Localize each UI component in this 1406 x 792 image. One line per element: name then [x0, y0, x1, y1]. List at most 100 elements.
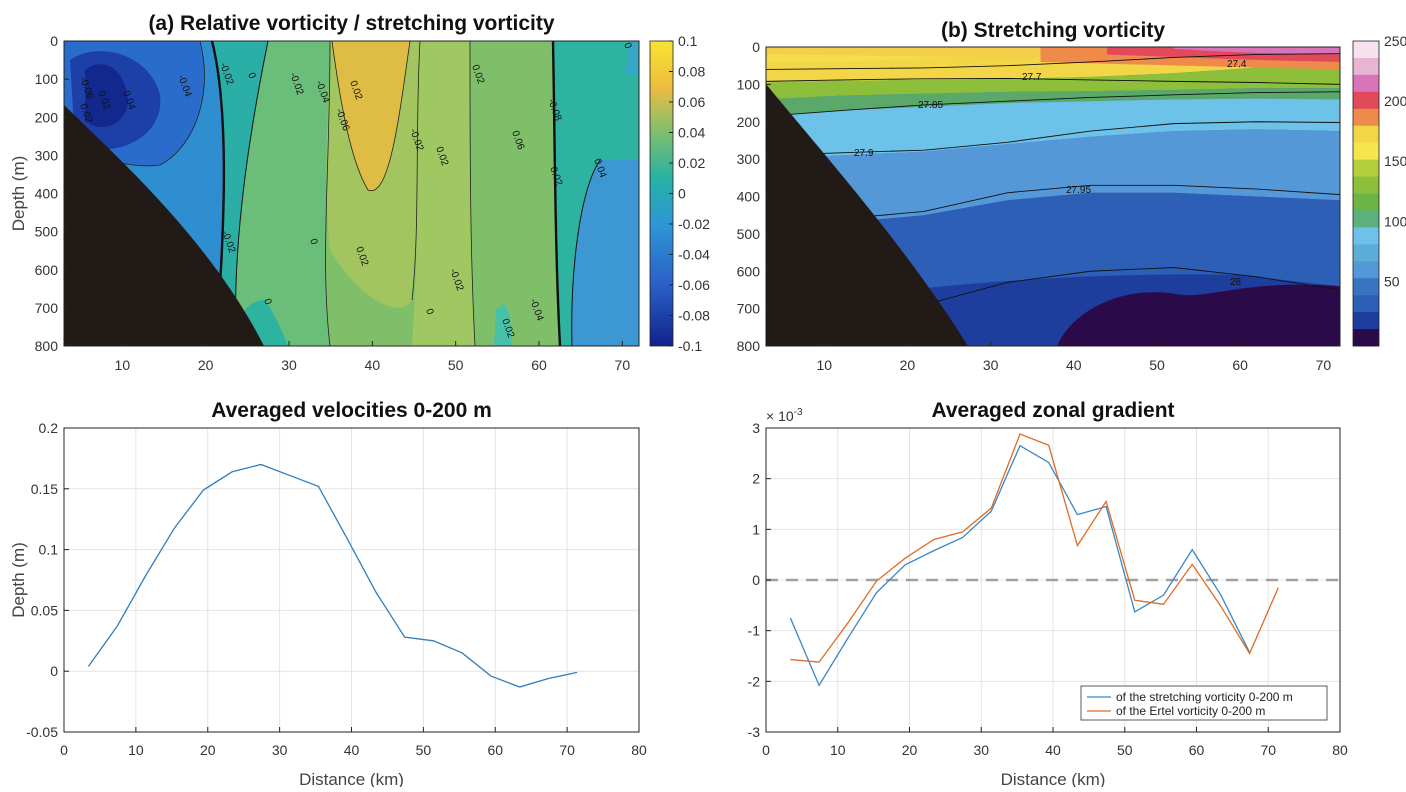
chart-title: (a) Relative vorticity / stretching vort… — [148, 12, 554, 35]
colorbar-segment — [1353, 57, 1379, 76]
y-scale-exponent: -3 — [794, 407, 803, 418]
y-tick-label: 300 — [737, 151, 761, 167]
panel-b: (b) Stretching vorticity 27.4 27.7 27.85 27.… — [737, 19, 1406, 373]
x-tick-label: 20 — [902, 742, 918, 758]
y-tick-label: 0 — [50, 663, 58, 679]
colorbar-segment — [1353, 108, 1379, 127]
colorbar-segment — [1353, 176, 1379, 194]
y-tick-label: -2 — [748, 673, 761, 689]
bathymetry — [64, 105, 264, 346]
x-tick-label: 10 — [115, 357, 131, 373]
bathymetry — [766, 84, 968, 346]
colorbar-segment — [1353, 91, 1379, 110]
colorbar-tick-label: -0.04 — [678, 247, 710, 263]
x-tick-label: 80 — [1332, 742, 1348, 758]
x-tick-label: 60 — [1189, 742, 1205, 758]
contour-band — [332, 41, 410, 191]
colorbar-segment — [1353, 329, 1379, 347]
x-tick-label: 50 — [416, 742, 432, 758]
x-tick-label: 20 — [900, 357, 916, 373]
x-tick-label: 30 — [983, 357, 999, 373]
colorbar-segment — [1353, 278, 1379, 296]
y-tick-label: 0 — [752, 572, 760, 588]
colorbar-tick-label: 250 — [1384, 33, 1406, 49]
colorbar-segment — [1353, 41, 1379, 59]
contour-band — [766, 129, 1340, 227]
colorbar-tick-label: 100 — [1384, 213, 1406, 229]
contour-line — [325, 41, 331, 346]
contour-label: 0 — [621, 41, 633, 50]
chart-title: (b) Stretching vorticity — [941, 19, 1165, 42]
colorbar-tick-label: 0 — [678, 186, 686, 202]
x-tick-label: 50 — [1149, 357, 1165, 373]
colorbar-tick-label: -0.06 — [678, 277, 710, 293]
colorbar-tick-label: 0.06 — [678, 94, 705, 110]
isopycnal-line — [766, 53, 1340, 70]
colorbar-tick-label: -0.08 — [678, 308, 710, 324]
y-tick-label: 400 — [737, 189, 761, 205]
colorbar-segment — [1353, 142, 1379, 161]
colorbar-segment — [1353, 312, 1379, 330]
x-axis-label: Distance (km) — [1001, 770, 1106, 787]
contour-line — [411, 41, 421, 301]
y-tick-label: 200 — [35, 109, 59, 125]
chart-title: Averaged zonal gradient — [931, 399, 1174, 422]
contour-band — [212, 41, 268, 346]
y-tick-label: 500 — [737, 226, 761, 242]
legend-entry: of the Ertel vorticity 0-200 m — [1116, 704, 1265, 718]
isopycnal-label: 28 — [1230, 277, 1242, 288]
x-tick-label: 30 — [272, 742, 288, 758]
x-tick-label: 60 — [1232, 357, 1248, 373]
y-tick-label: 0.05 — [31, 602, 58, 618]
contour-label: 0 — [307, 237, 319, 246]
contour-band — [571, 160, 639, 346]
x-tick-label: 40 — [344, 742, 360, 758]
contour-band — [412, 41, 475, 346]
contour-line — [469, 41, 476, 346]
y-tick-label: 100 — [737, 76, 761, 92]
contour-line — [571, 159, 601, 346]
contour-band — [494, 304, 512, 346]
x-tick-label: 30 — [973, 742, 989, 758]
x-tick-label: 80 — [631, 742, 647, 758]
colorbar-tick-label: 150 — [1384, 153, 1406, 169]
colorbar-tick-label: 0.1 — [678, 33, 698, 49]
colorbar-segment — [1353, 193, 1379, 211]
x-tick-label: 70 — [1260, 742, 1276, 758]
colorbar-tick-label: 0.02 — [678, 155, 705, 171]
y-tick-label: 200 — [737, 114, 761, 130]
colorbar-tick-label: 200 — [1384, 93, 1406, 109]
x-tick-label: 70 — [1316, 357, 1332, 373]
colorbar-segment — [1353, 159, 1379, 178]
isopycnal-line — [766, 121, 1340, 156]
panel-a: (a) Relative vorticity / stretching vort… — [9, 12, 710, 373]
y-tick-label: 500 — [35, 224, 59, 240]
x-tick-label: 0 — [762, 742, 770, 758]
x-tick-label: 50 — [1117, 742, 1133, 758]
y-tick-label: 2 — [752, 471, 760, 487]
y-scale-multiplier: × 10-3 — [766, 407, 803, 424]
x-tick-label: 30 — [281, 357, 297, 373]
y-tick-label: 700 — [737, 301, 761, 317]
contour-line — [551, 41, 562, 346]
legend-entry: of the stretching vorticity 0-200 m — [1116, 690, 1293, 704]
x-tick-label: 70 — [559, 742, 575, 758]
series-line-1 — [789, 444, 1251, 687]
contour-field — [766, 47, 1340, 346]
colorbar-segment — [1353, 210, 1379, 228]
y-tick-label: 0.15 — [31, 481, 58, 497]
contour-label: 0 — [261, 297, 273, 306]
y-tick-label: 1 — [752, 521, 760, 537]
colorbar-tick-label: 0.04 — [678, 125, 705, 141]
y-tick-label: 0 — [752, 39, 760, 55]
x-tick-label: 20 — [198, 357, 214, 373]
x-tick-label: 10 — [128, 742, 144, 758]
colorbar-segment — [1353, 261, 1379, 279]
isopycnal-label: 27.7 — [1022, 72, 1042, 83]
contour-line — [331, 41, 411, 192]
x-tick-label: 10 — [830, 742, 846, 758]
contour-band — [85, 64, 128, 128]
contour-band — [766, 98, 1340, 160]
